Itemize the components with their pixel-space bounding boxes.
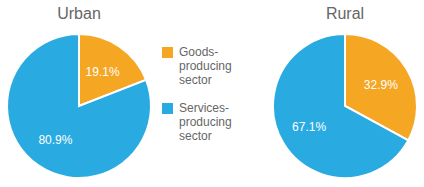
svg-text:32.9%: 32.9% bbox=[364, 77, 398, 91]
html-text:Services- producing sector: Services- producing sector bbox=[179, 100, 232, 143]
svg-text:80.9%: 80.9% bbox=[38, 133, 72, 147]
html-text:Goods- producing sector: Goods- producing sector bbox=[179, 44, 232, 87]
html-text:Rural: Rural bbox=[325, 4, 365, 22]
svg-text:19.1%: 19.1% bbox=[86, 64, 120, 78]
svg-text:67.1%: 67.1% bbox=[292, 120, 326, 134]
html-text:Urban: Urban bbox=[57, 4, 101, 22]
